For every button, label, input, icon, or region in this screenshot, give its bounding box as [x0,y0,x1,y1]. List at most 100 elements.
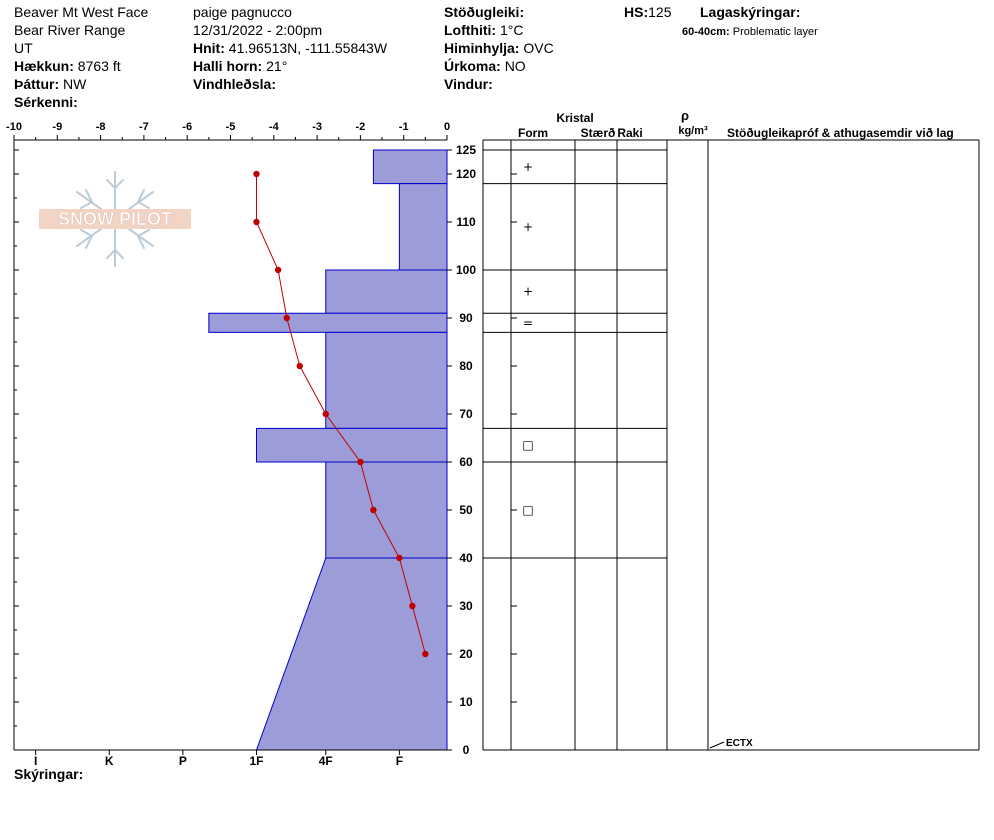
temp-point [370,506,377,514]
stability-label: Stöðugleiki: [444,4,525,20]
temp-point [422,650,429,658]
air-temp-value: 1°C [499,22,524,38]
stability-tests: ECTX [709,738,753,749]
depth-axis-ticks: 0 10 20 30 40 50 60 70 80 90 100 110 120 125 [14,143,476,757]
state: UT [14,40,33,56]
depth-tick-label: 20 [459,647,473,661]
temp-tick-label: -5 [226,121,236,133]
test-pointer [709,741,725,749]
snow-layer [325,269,448,314]
notes-label: Skýringar: [14,766,84,782]
grain-form-symbol: □ [522,503,533,517]
grain-form-symbol: = [523,316,533,330]
slope-angle: Halli horn: 21° [193,58,287,74]
temp-point [253,170,260,178]
hardness-label: F [396,754,403,768]
aspect-label: Þáttur: [14,76,60,92]
temp-tick-label: -4 [269,121,280,133]
depth-tick-label: 0 [463,743,470,757]
size-header: Stærð [581,126,616,140]
slope-value: 21° [266,58,288,74]
depth-tick-label: 90 [459,311,473,325]
temp-tick-label: -7 [139,121,149,133]
total-depth: HS:125 [624,4,671,20]
legend-item-text: Problematic layer [732,26,818,38]
depth-tick-label: 40 [459,551,473,565]
grain-forms: + + + = □ □ [522,160,533,517]
snow-layer [398,183,448,271]
form-header: Form [518,126,548,140]
temp-axis-ticks: -10 -9 -8 -7 -6 -5 -4 -3 -2 -1 0 [6,121,450,140]
temp-point [396,554,403,562]
hardness-label: K [105,754,114,768]
hardness-label: P [179,754,187,768]
layer-table [482,139,980,751]
elevation: Hækkun: 8763 ft [14,58,121,74]
coords-value: 41.96513N, -111.55843W [228,40,388,56]
depth-tick-label: 125 [456,143,476,157]
snow-layer [255,557,448,751]
slope-label: Halli horn: [193,58,263,74]
moisture-header: Raki [617,126,642,140]
temp-tick-label: -2 [356,121,366,133]
temp-tick-label: -1 [399,121,409,133]
temp-tick-label: 0 [444,121,450,133]
hardness-axis-labels: I K P 1F 4F F [34,750,403,768]
comments-header: Stöðugleikapróf & athugasemdir við lag [727,126,954,140]
density-symbol: ρ [681,108,689,123]
location-name: Beaver Mt West Face [14,4,149,20]
grain-form-symbol: + [523,160,533,174]
snow-layer [372,149,448,185]
temp-tick-label: -8 [96,121,106,133]
snow-layer [325,461,448,559]
temp-point [322,410,329,418]
depth-tick-label: 80 [459,359,473,373]
snowpilot-logo-text: SNOW PILOT [58,209,172,229]
depth-tick-label: 70 [459,407,473,421]
hardness-label: 4F [319,754,333,768]
hs-label: HS: [624,4,649,20]
legend-item: 60-40cm: Problematic layer [682,24,818,40]
elevation-label: Hækkun: [14,58,74,74]
precip-value: NO [504,58,526,74]
air-temp-label: Lofthiti: [444,22,497,38]
depth-tick-label: 50 [459,503,473,517]
sky-label: Himinhylja: [444,40,520,56]
observer: paige pagnucco [193,4,292,20]
depth-tick-label: 60 [459,455,473,469]
grain-form-symbol: □ [522,438,533,452]
depth-tick-label: 120 [456,167,476,181]
coords-label: Hnit: [193,40,225,56]
aspect-value: NW [63,76,87,92]
temp-point [274,266,282,274]
hs-value: 125 [648,4,672,20]
grain-form-symbol: + [523,285,533,299]
snow-layer [208,312,448,333]
temp-point [357,458,364,466]
temp-tick-label: -9 [52,121,62,133]
hardness-label: 1F [249,754,263,768]
density-unit: kg/m³ [678,125,708,137]
datetime: 12/31/2022 - 2:00pm [193,22,323,38]
temp-point [409,602,416,610]
wind-loading-label: Vindhleðsla: [193,76,276,92]
temp-point [253,218,260,226]
aspect: Þáttur: NW [14,76,86,92]
test-label: ECTX [726,738,753,749]
precip-label: Úrkoma: [444,58,501,74]
snowpilot-logo: SNOW PILOT [39,171,191,267]
hardness-label: I [34,754,37,768]
temperature-profile [253,170,429,658]
coordinates: Hnit: 41.96513N, -111.55843W [193,40,387,56]
precipitation: Úrkoma: NO [444,58,526,74]
air-temp: Lofthiti: 1°C [444,22,523,38]
temp-tick-label: -6 [182,121,192,133]
crystal-header: Kristal [556,111,593,125]
temp-tick-label: -10 [6,121,22,133]
depth-tick-label: 100 [456,263,476,277]
wind-label: Vindur: [444,76,493,92]
sky-value: OVC [523,40,554,56]
specifics-label: Sérkenni: [14,94,78,110]
depth-tick-label: 10 [459,695,473,709]
